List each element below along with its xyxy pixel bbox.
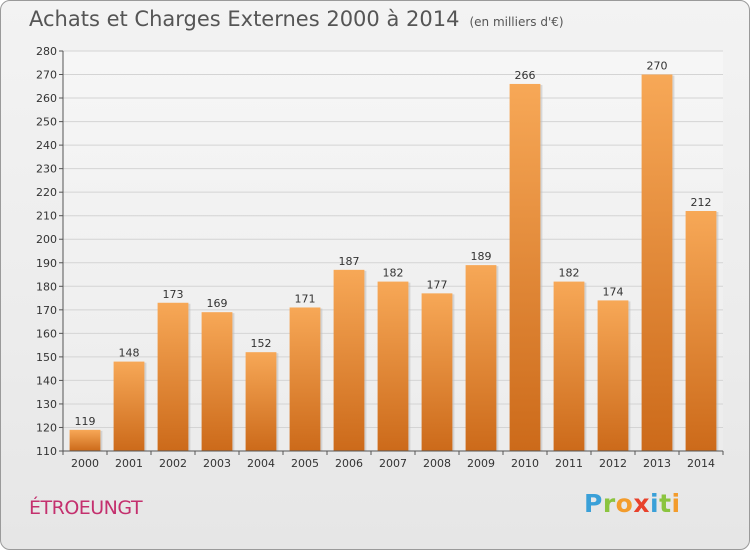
bar-2000[interactable] xyxy=(69,429,101,451)
logo-letter: t xyxy=(659,489,672,518)
y-tick-label: 210 xyxy=(36,210,57,223)
x-tick-label-2004: 2004 xyxy=(247,457,275,470)
y-tick-label: 260 xyxy=(36,92,57,105)
logo-letter: r xyxy=(602,489,616,518)
x-tick-label-2014: 2014 xyxy=(687,457,715,470)
y-tick-label: 170 xyxy=(36,304,57,317)
chart-title-text: Achats et Charges Externes 2000 à 2014 xyxy=(29,7,460,31)
bar-2001[interactable] xyxy=(113,361,145,451)
y-tick-label: 160 xyxy=(36,327,57,340)
y-tick-label: 120 xyxy=(36,421,57,434)
bar-2014[interactable] xyxy=(685,211,717,451)
chart-subtitle: (en milliers d'€) xyxy=(469,15,564,29)
commune-name: ÉTROEUNGT xyxy=(29,497,143,519)
bar-2007[interactable] xyxy=(377,281,409,451)
bar-2011[interactable] xyxy=(553,281,585,451)
data-label-2002: 173 xyxy=(163,288,184,301)
x-tick-label-2007: 2007 xyxy=(379,457,407,470)
data-label-2001: 148 xyxy=(119,347,140,360)
data-label-2006: 187 xyxy=(339,255,360,268)
bar-2009[interactable] xyxy=(465,265,497,451)
x-tick-label-2010: 2010 xyxy=(511,457,539,470)
x-tick-label-2006: 2006 xyxy=(335,457,363,470)
bar-2004[interactable] xyxy=(245,352,277,451)
bar-2010[interactable] xyxy=(509,83,541,452)
data-label-2009: 189 xyxy=(471,250,492,263)
x-axis-ticks: 2000 2001 2002 2003 2004 2005 2006 2007 2008 2009… xyxy=(62,451,724,470)
data-label-2010: 266 xyxy=(515,69,536,82)
logo-letter: i xyxy=(671,489,681,518)
x-tick-label-2011: 2011 xyxy=(555,457,583,470)
bar-2003[interactable] xyxy=(201,312,233,451)
proxiti-logo[interactable]: Proxiti xyxy=(584,489,681,518)
x-tick-label-2000: 2000 xyxy=(71,457,99,470)
x-tick-label-2008: 2008 xyxy=(423,457,451,470)
x-tick-label-2002: 2002 xyxy=(159,457,187,470)
bar-2008[interactable] xyxy=(421,293,453,451)
y-tick-label: 250 xyxy=(36,116,57,129)
logo-letter: o xyxy=(615,489,634,518)
chart-title: Achats et Charges Externes 2000 à 2014 (e… xyxy=(29,7,564,31)
y-tick-label: 240 xyxy=(36,139,57,152)
logo-letter: x xyxy=(633,489,650,518)
y-tick-label: 150 xyxy=(36,351,57,364)
data-label-2012: 174 xyxy=(603,285,624,298)
data-labels: 119 148 173 169 152 171 187 182 177 189 266 182 174 2… xyxy=(75,60,712,428)
x-tick-label-2009: 2009 xyxy=(467,457,495,470)
y-tick-label: 180 xyxy=(36,280,57,293)
data-label-2007: 182 xyxy=(383,267,404,280)
bar-2005[interactable] xyxy=(289,307,321,451)
y-tick-label: 130 xyxy=(36,398,57,411)
data-label-2014: 212 xyxy=(691,196,712,209)
y-tick-label: 190 xyxy=(36,257,57,270)
x-tick-label-2012: 2012 xyxy=(599,457,627,470)
data-label-2005: 171 xyxy=(295,292,316,305)
y-axis-ticks: 110 120 130 140 150 160 170 180 190 200 210 220 230 2… xyxy=(36,45,63,458)
x-tick-label-2005: 2005 xyxy=(291,457,319,470)
x-tick-label-2003: 2003 xyxy=(203,457,231,470)
y-tick-label: 140 xyxy=(36,374,57,387)
data-label-2004: 152 xyxy=(251,337,272,350)
x-tick-label-2013: 2013 xyxy=(643,457,671,470)
bar-2002[interactable] xyxy=(157,302,189,451)
logo-letter: i xyxy=(650,489,660,518)
axes xyxy=(62,51,723,452)
bar-2006[interactable] xyxy=(333,269,365,451)
data-label-2003: 169 xyxy=(207,297,228,310)
data-label-2013: 270 xyxy=(647,60,668,73)
y-tick-label: 220 xyxy=(36,186,57,199)
bar-2012[interactable] xyxy=(597,300,629,451)
x-tick-label-2001: 2001 xyxy=(115,457,143,470)
y-tick-label: 110 xyxy=(36,445,57,458)
y-tick-label: 280 xyxy=(36,45,57,58)
y-tick-label: 200 xyxy=(36,233,57,246)
logo-letter: P xyxy=(584,489,603,518)
bars-group xyxy=(69,74,719,452)
bar-2013[interactable] xyxy=(641,74,673,451)
data-label-2008: 177 xyxy=(427,278,448,291)
data-label-2000: 119 xyxy=(75,415,96,428)
y-tick-label: 230 xyxy=(36,163,57,176)
data-label-2011: 182 xyxy=(559,267,580,280)
y-tick-label: 270 xyxy=(36,69,57,82)
